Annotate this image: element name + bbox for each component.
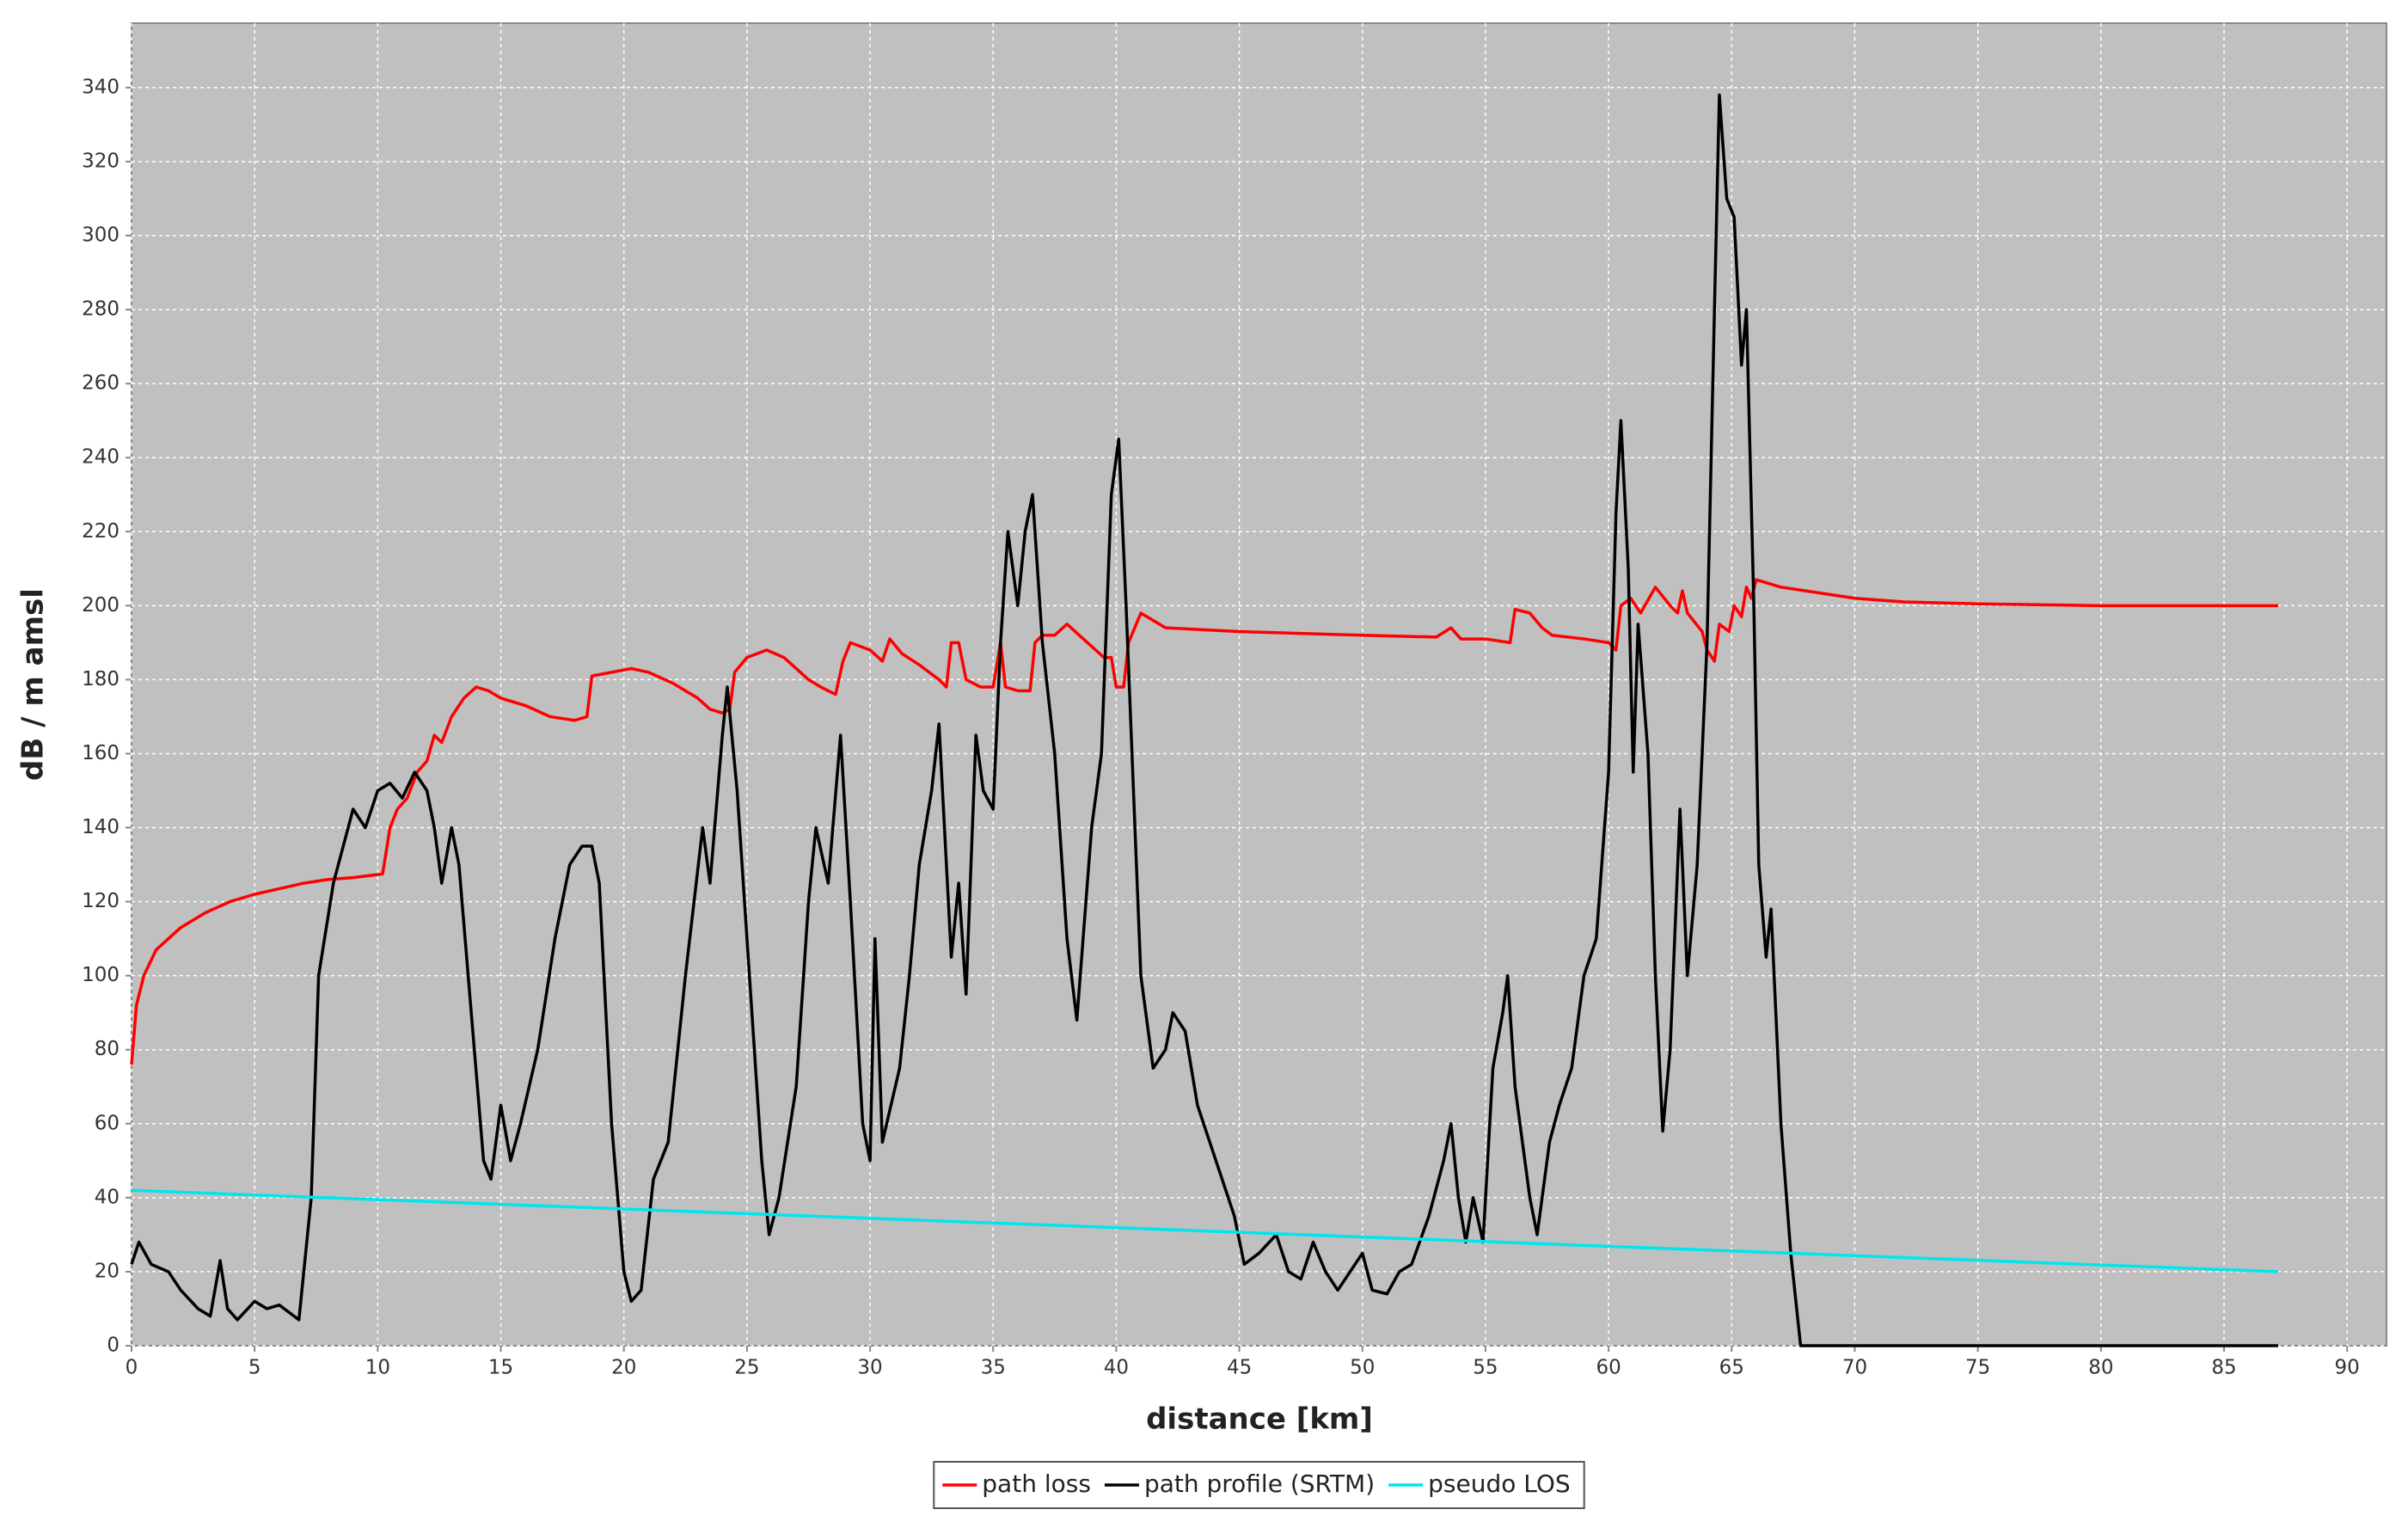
y-tick-label: 160 bbox=[82, 742, 119, 764]
x-tick-label: 0 bbox=[126, 1357, 138, 1379]
x-tick-label: 25 bbox=[734, 1357, 759, 1379]
legend-label: pseudo LOS bbox=[1428, 1470, 1571, 1498]
legend-label: path loss bbox=[982, 1470, 1091, 1498]
series-line bbox=[131, 1188, 2279, 1273]
x-tick-label: 70 bbox=[1842, 1357, 1867, 1379]
y-tick-label: 180 bbox=[82, 668, 119, 690]
x-tick-label: 15 bbox=[488, 1357, 513, 1379]
y-tick-label: 100 bbox=[82, 964, 119, 986]
x-tick-label: 55 bbox=[1473, 1357, 1498, 1379]
plot-area bbox=[131, 22, 2387, 1347]
x-tick-label: 60 bbox=[1596, 1357, 1621, 1379]
legend-label: path profile (SRTM) bbox=[1144, 1470, 1375, 1498]
x-tick-label: 90 bbox=[2335, 1357, 2360, 1379]
legend: path loss path profile (SRTM) pseudo LOS bbox=[933, 1461, 1585, 1509]
x-tick-label: 65 bbox=[1719, 1357, 1744, 1379]
y-tick-label: 220 bbox=[82, 520, 119, 543]
y-tick-label: 340 bbox=[82, 76, 119, 98]
y-tick-label: 40 bbox=[95, 1186, 119, 1208]
y-tick-label: 280 bbox=[82, 298, 119, 321]
y-tick-label: 260 bbox=[82, 372, 119, 395]
x-tick-label: 45 bbox=[1227, 1357, 1252, 1379]
y-tick-label: 140 bbox=[82, 816, 119, 838]
x-tick-label: 75 bbox=[1965, 1357, 1990, 1379]
y-tick-label: 320 bbox=[82, 150, 119, 172]
y-axis-label: dB / m amsl bbox=[16, 588, 51, 781]
x-tick-label: 20 bbox=[611, 1357, 636, 1379]
y-tick-label: 200 bbox=[82, 594, 119, 617]
x-tick-label: 30 bbox=[857, 1357, 882, 1379]
x-tick-label: 5 bbox=[248, 1357, 261, 1379]
legend-box bbox=[933, 1461, 1585, 1509]
y-tick-label: 20 bbox=[95, 1260, 119, 1282]
y-tick-label: 300 bbox=[82, 224, 119, 247]
x-tick-label: 35 bbox=[981, 1357, 1006, 1379]
x-tick-label: 50 bbox=[1350, 1357, 1375, 1379]
series-line bbox=[130, 93, 2278, 1347]
y-tick-label: 240 bbox=[82, 446, 119, 469]
y-tick-label: 120 bbox=[82, 890, 119, 912]
y-tick-label: 80 bbox=[95, 1038, 119, 1060]
x-tick-label: 85 bbox=[2211, 1357, 2236, 1379]
x-tick-label: 40 bbox=[1104, 1357, 1129, 1379]
y-tick-label: 0 bbox=[107, 1335, 119, 1357]
series-line bbox=[130, 578, 2278, 1065]
x-tick-label: 80 bbox=[2088, 1357, 2113, 1379]
y-tick-label: 60 bbox=[95, 1112, 119, 1134]
x-tick-label: 10 bbox=[365, 1357, 390, 1379]
x-axis-label: distance [km] bbox=[1146, 1402, 1373, 1437]
